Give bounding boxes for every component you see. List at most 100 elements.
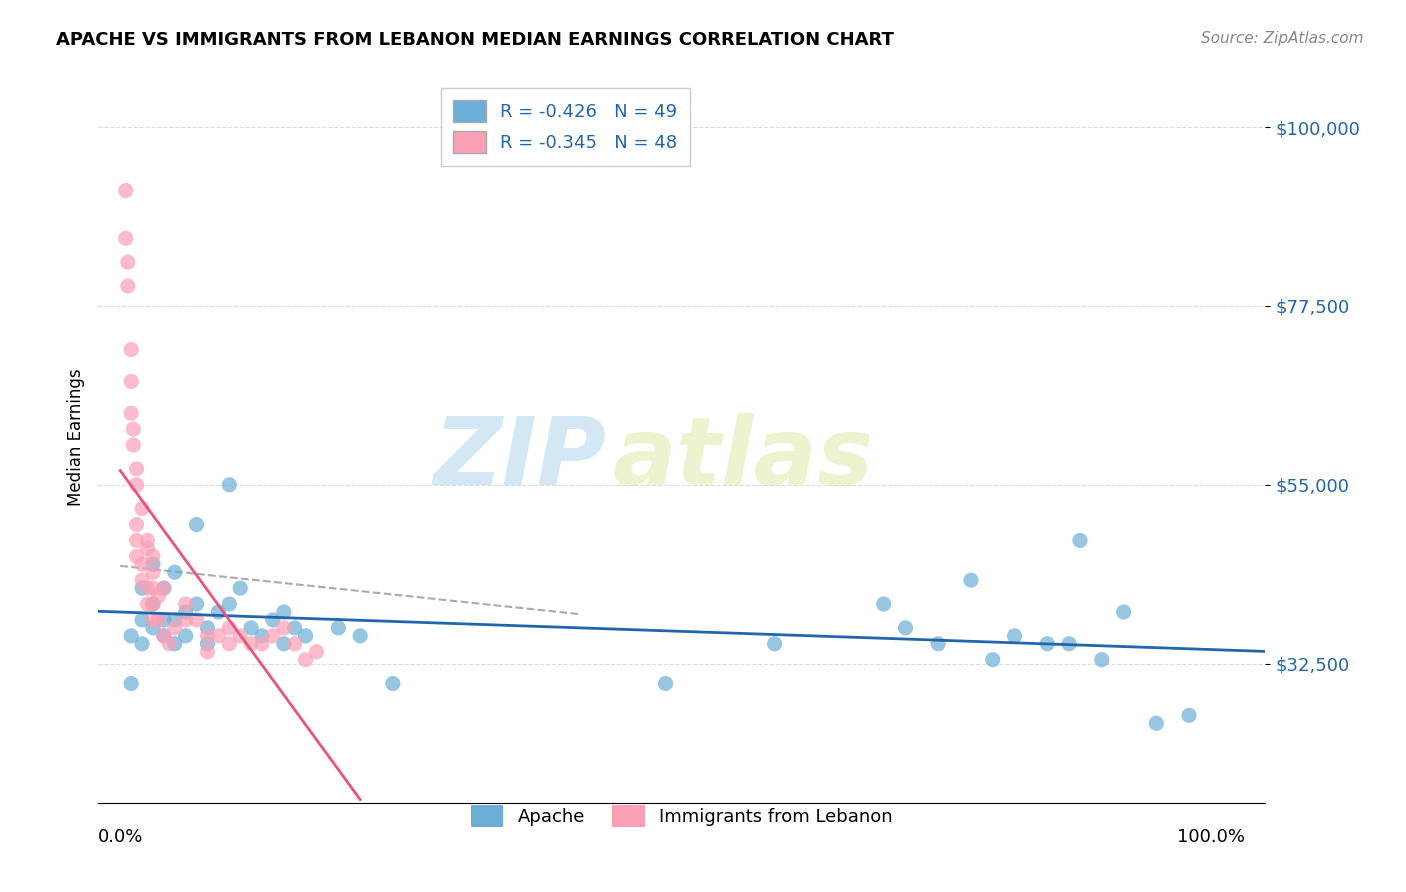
- Point: [349, 629, 371, 643]
- Point: [142, 549, 165, 564]
- Y-axis label: Median Earnings: Median Earnings: [66, 368, 84, 506]
- Point: [894, 621, 917, 635]
- Point: [197, 637, 219, 651]
- Point: [197, 629, 219, 643]
- Point: [114, 231, 136, 245]
- Point: [218, 621, 240, 635]
- Point: [136, 541, 159, 556]
- Point: [142, 581, 165, 595]
- Point: [273, 637, 295, 651]
- Point: [1057, 637, 1080, 651]
- Point: [153, 581, 176, 595]
- Point: [960, 573, 983, 587]
- Point: [114, 184, 136, 198]
- Point: [117, 279, 139, 293]
- Point: [1036, 637, 1059, 651]
- Point: [131, 581, 153, 595]
- Point: [240, 637, 263, 651]
- Text: APACHE VS IMMIGRANTS FROM LEBANON MEDIAN EARNINGS CORRELATION CHART: APACHE VS IMMIGRANTS FROM LEBANON MEDIAN…: [56, 31, 894, 49]
- Point: [117, 255, 139, 269]
- Text: atlas: atlas: [612, 413, 873, 505]
- Point: [136, 533, 159, 548]
- Point: [1178, 708, 1201, 723]
- Point: [927, 637, 949, 651]
- Point: [328, 621, 350, 635]
- Point: [148, 589, 170, 603]
- Point: [1144, 716, 1167, 731]
- Point: [262, 629, 284, 643]
- Point: [142, 597, 165, 611]
- Point: [125, 477, 148, 491]
- Point: [120, 343, 142, 357]
- Point: [229, 629, 252, 643]
- Point: [284, 637, 307, 651]
- Point: [163, 613, 186, 627]
- Point: [136, 581, 159, 595]
- Point: [218, 597, 240, 611]
- Legend: Apache, Immigrants from Lebanon: Apache, Immigrants from Lebanon: [460, 794, 904, 838]
- Point: [142, 621, 165, 635]
- Point: [120, 375, 142, 389]
- Point: [131, 573, 153, 587]
- Point: [273, 605, 295, 619]
- Point: [873, 597, 896, 611]
- Point: [163, 637, 186, 651]
- Point: [250, 629, 273, 643]
- Point: [157, 637, 180, 651]
- Point: [186, 517, 208, 532]
- Point: [207, 629, 229, 643]
- Point: [125, 517, 148, 532]
- Point: [142, 613, 165, 627]
- Point: [186, 597, 208, 611]
- Point: [174, 605, 197, 619]
- Point: [131, 613, 153, 627]
- Point: [120, 406, 142, 420]
- Point: [122, 422, 145, 436]
- Point: [229, 581, 252, 595]
- Point: [218, 477, 240, 491]
- Point: [131, 558, 153, 572]
- Point: [131, 501, 153, 516]
- Text: ZIP: ZIP: [433, 413, 606, 505]
- Point: [250, 637, 273, 651]
- Point: [240, 621, 263, 635]
- Text: Source: ZipAtlas.com: Source: ZipAtlas.com: [1201, 31, 1364, 46]
- Point: [174, 613, 197, 627]
- Point: [174, 629, 197, 643]
- Point: [197, 645, 219, 659]
- Text: 0.0%: 0.0%: [97, 828, 143, 846]
- Point: [1091, 653, 1114, 667]
- Point: [136, 597, 159, 611]
- Point: [125, 549, 148, 564]
- Point: [381, 676, 404, 690]
- Point: [120, 676, 142, 690]
- Point: [174, 597, 197, 611]
- Point: [763, 637, 786, 651]
- Point: [122, 438, 145, 452]
- Point: [1069, 533, 1091, 548]
- Point: [153, 629, 176, 643]
- Point: [163, 566, 186, 580]
- Point: [153, 629, 176, 643]
- Point: [284, 621, 307, 635]
- Point: [125, 533, 148, 548]
- Point: [305, 645, 328, 659]
- Point: [197, 621, 219, 635]
- Point: [1004, 629, 1026, 643]
- Point: [153, 581, 176, 595]
- Point: [125, 462, 148, 476]
- Point: [294, 629, 316, 643]
- Point: [142, 597, 165, 611]
- Point: [131, 637, 153, 651]
- Point: [273, 621, 295, 635]
- Point: [163, 621, 186, 635]
- Point: [142, 566, 165, 580]
- Point: [148, 613, 170, 627]
- Point: [218, 637, 240, 651]
- Point: [981, 653, 1004, 667]
- Point: [120, 629, 142, 643]
- Point: [262, 613, 284, 627]
- Point: [207, 605, 229, 619]
- Point: [142, 558, 165, 572]
- Point: [1112, 605, 1135, 619]
